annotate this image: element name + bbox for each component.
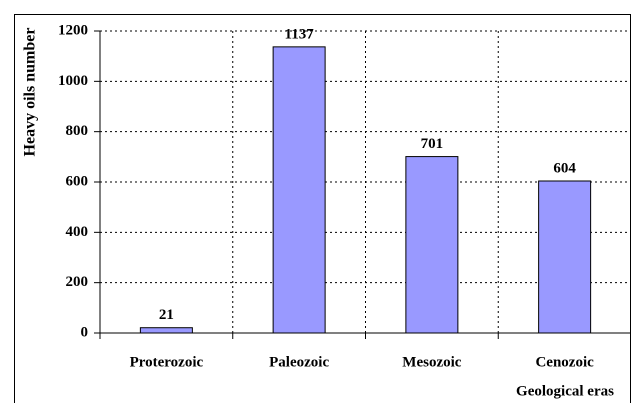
- y-tick-label: 400: [66, 224, 89, 240]
- x-tick-label: Proterozoic: [130, 354, 204, 370]
- bar: [538, 180, 592, 334]
- y-tick-label: 200: [66, 274, 89, 290]
- data-label: 701: [421, 136, 444, 152]
- y-tick-label: 600: [66, 173, 89, 189]
- data-label: 21: [159, 307, 174, 323]
- bar: [272, 46, 326, 334]
- y-tick-label: 1000: [58, 73, 88, 89]
- bar: [405, 156, 459, 334]
- x-axis-label: Geological eras: [516, 383, 614, 399]
- y-tick-label: 800: [66, 123, 89, 139]
- data-label: 604: [553, 160, 576, 176]
- x-tick-label: Paleozoic: [269, 354, 329, 370]
- y-tick-label: 0: [81, 324, 89, 340]
- data-label: 1137: [285, 26, 315, 42]
- y-tick-label: 1200: [58, 22, 88, 38]
- x-tick-label: Mesozoic: [402, 354, 461, 370]
- x-tick-label: Cenozoic: [535, 354, 594, 370]
- bar: [139, 327, 193, 334]
- y-axis-label: Heavy oils number: [22, 28, 39, 157]
